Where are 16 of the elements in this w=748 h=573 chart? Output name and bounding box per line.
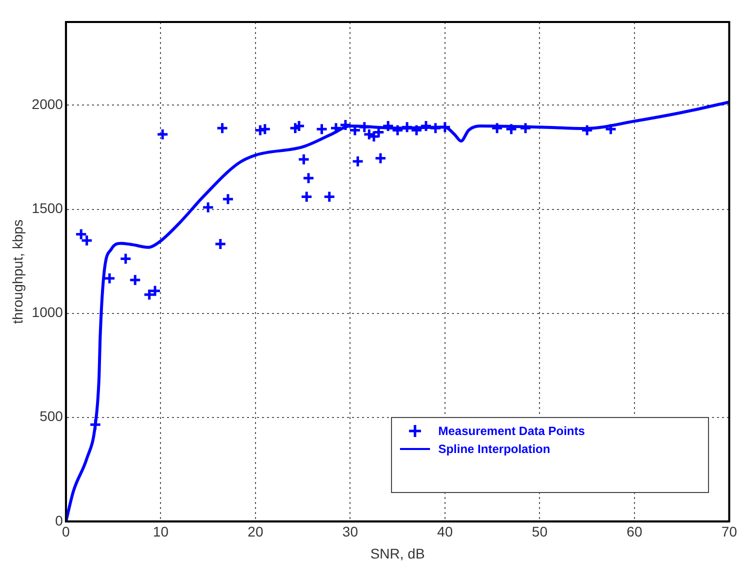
legend-label: Measurement Data Points <box>438 424 585 438</box>
x-tick-label: 30 <box>342 524 358 540</box>
x-tick-label: 40 <box>437 524 453 540</box>
y-tick-label: 2000 <box>32 96 64 112</box>
y-tick-label: 1000 <box>32 304 64 320</box>
y-tick-label: 0 <box>55 512 64 528</box>
x-tick-label: 50 <box>532 524 548 540</box>
y-axis-title: throughput, kbps <box>9 220 26 324</box>
legend-label: Spline Interpolation <box>438 442 550 456</box>
x-tick-label: 70 <box>721 524 738 540</box>
y-tick-label: 1500 <box>32 200 64 216</box>
x-tick-label: 20 <box>248 524 264 540</box>
x-tick-label: 10 <box>152 524 169 540</box>
x-axis-title: SNR, dB <box>370 545 425 562</box>
y-tick-label: 500 <box>40 408 64 424</box>
x-tick-label: 60 <box>626 524 642 540</box>
